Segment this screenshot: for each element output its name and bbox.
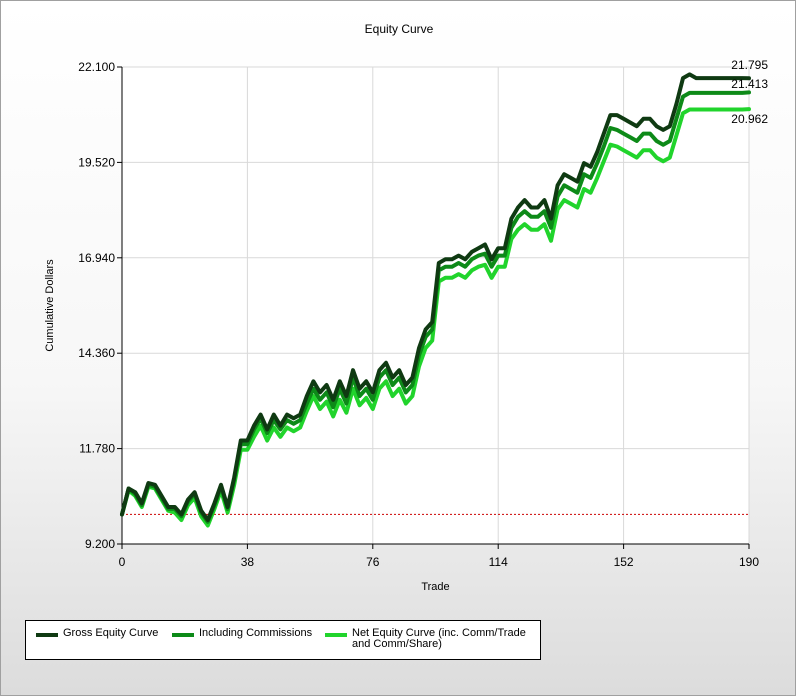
x-tick-label: 76 <box>366 555 380 569</box>
y-tick-label: 9.200 <box>85 537 115 551</box>
legend-label-gross: Gross Equity Curve <box>63 627 159 639</box>
x-axis-label: Trade <box>421 581 449 593</box>
legend: Gross Equity Curve Including Commissions… <box>25 620 541 660</box>
y-axis-label: Cumulative Dollars <box>44 259 56 352</box>
end-value-label: 20.962 <box>731 112 768 126</box>
y-tick-label: 22.100 <box>78 60 115 74</box>
y-tick-label: 11.780 <box>79 442 115 456</box>
series-line-0 <box>120 72 751 522</box>
end-value-label: 21.795 <box>731 58 768 72</box>
x-tick-label: 0 <box>119 555 126 569</box>
x-tick-label: 114 <box>489 555 508 569</box>
y-tick-label: 14.360 <box>78 346 115 360</box>
legend-label-commissions: Including Commissions <box>199 627 313 639</box>
legend-swatch-commissions <box>172 633 194 637</box>
x-tick-label: 190 <box>739 555 759 569</box>
end-value-label: 21.413 <box>731 77 768 91</box>
x-tick-label: 152 <box>614 555 634 569</box>
y-tick-label: 16.940 <box>78 251 115 265</box>
chart-title: Equity Curve <box>364 22 434 36</box>
legend-swatch-gross <box>36 633 58 637</box>
x-tick-label: 38 <box>241 555 255 569</box>
y-tick-label: 19.520 <box>78 155 115 169</box>
legend-swatch-net <box>325 633 347 637</box>
legend-label-net: Net Equity Curve (inc. Comm/Trade and Co… <box>352 627 526 650</box>
